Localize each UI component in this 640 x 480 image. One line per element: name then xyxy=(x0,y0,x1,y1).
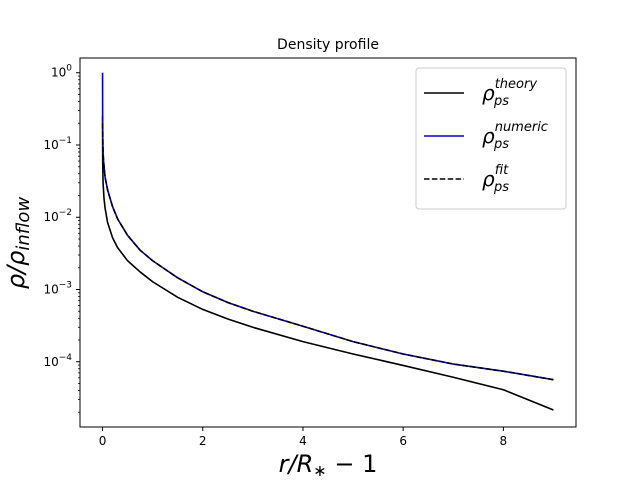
x-tick-label: 6 xyxy=(399,434,407,448)
y-tick-label: 100 xyxy=(51,64,72,80)
legend-label-numeric: ρnumeric ps xyxy=(482,120,548,152)
legend-box xyxy=(415,67,567,210)
legend-label-theory: ρtheory ps xyxy=(482,77,537,109)
x-axis-label: r/R∗ − 1 xyxy=(279,450,378,480)
chart-title: Density profile xyxy=(277,37,379,53)
y-tick-label: 10−4 xyxy=(43,353,72,369)
x-tick-label: 2 xyxy=(199,434,207,448)
x-tick-label: 8 xyxy=(500,434,508,448)
legend-label-fit: ρfit ps xyxy=(482,163,509,195)
y-tick-label: 10−1 xyxy=(43,136,72,152)
series-line-fit xyxy=(101,123,554,381)
x-tick-label: 4 xyxy=(299,434,307,448)
y-axis-label: ρ/ρinflow xyxy=(2,197,34,290)
series-line-theory xyxy=(101,116,554,411)
x-tick-label: 0 xyxy=(99,434,107,448)
axes-frame xyxy=(79,57,577,428)
y-tick-label: 10−2 xyxy=(43,208,72,224)
y-tick-label: 10−3 xyxy=(43,281,72,297)
